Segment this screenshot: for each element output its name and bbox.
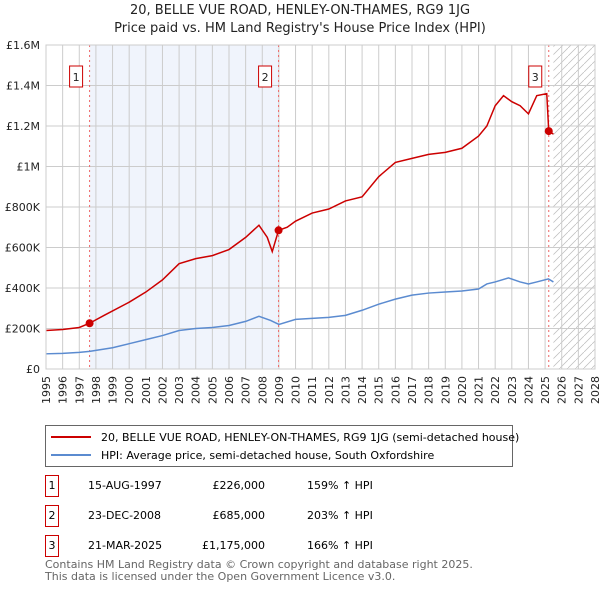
- sale-label: 2: [262, 71, 269, 84]
- sale-price: £1,175,000: [202, 539, 265, 552]
- x-tick-label: 2014: [356, 376, 369, 404]
- x-tick-label: 2027: [572, 376, 585, 404]
- x-tick-label: 2000: [123, 376, 136, 404]
- y-tick-label: £1.6M: [6, 39, 40, 52]
- x-tick-label: 2026: [556, 376, 569, 404]
- sale-label: 1: [73, 71, 80, 84]
- legend-label: 20, BELLE VUE ROAD, HENLEY-ON-THAMES, RG…: [101, 430, 520, 444]
- x-tick-label: 2024: [522, 376, 535, 404]
- sale-hpi: 203% ↑ HPI: [307, 509, 373, 522]
- sale-point[interactable]: [274, 226, 283, 235]
- sale-point[interactable]: [85, 319, 94, 328]
- sale-price: £685,000: [212, 509, 266, 522]
- x-tick-label: 2001: [140, 376, 153, 404]
- y-tick-label: £1M: [17, 161, 41, 174]
- x-tick-label: 2018: [423, 376, 436, 404]
- sale-marker: 2: [45, 505, 59, 527]
- chart-title: 20, BELLE VUE ROAD, HENLEY-ON-THAMES, RG…: [129, 3, 471, 18]
- sale-row: 2 23-DEC-2008 £685,000 203% ↑ HPI: [45, 505, 445, 527]
- sale-hpi: 166% ↑ HPI: [307, 539, 373, 552]
- y-tick-label: £1.4M: [6, 80, 40, 93]
- x-tick-label: 2007: [240, 376, 253, 404]
- sale-label-box: [258, 65, 273, 88]
- sale-row: 1 15-AUG-1997 £226,000 159% ↑ HPI: [45, 475, 445, 497]
- y-tick-label: £800K: [5, 201, 41, 214]
- x-tick-label: 2017: [406, 376, 419, 404]
- sale-marker: 1: [45, 475, 59, 497]
- x-tick-label: 2016: [389, 376, 402, 404]
- x-tick-label: 2011: [306, 376, 319, 404]
- sale-price: £226,000: [212, 479, 266, 492]
- x-tick-label: 2025: [539, 376, 552, 404]
- footer-line: Contains HM Land Registry data © Crown c…: [45, 558, 473, 571]
- x-tick-label: 2003: [173, 376, 186, 404]
- y-tick-label: £200K: [5, 323, 41, 336]
- property-price-line: [45, 92, 554, 332]
- x-tick-label: 1998: [90, 376, 103, 404]
- x-tick-label: 2013: [339, 376, 352, 404]
- x-tick-label: 2028: [589, 376, 600, 404]
- legend: 20, BELLE VUE ROAD, HENLEY-ON-THAMES, RG…: [45, 425, 519, 467]
- footer-line: This data is licensed under the Open Gov…: [45, 570, 396, 583]
- x-tick-label: 2020: [456, 376, 469, 404]
- plot-area: [45, 44, 596, 370]
- footer: Contains HM Land Registry data © Crown c…: [45, 559, 473, 583]
- x-tick-label: 2008: [256, 376, 269, 404]
- x-tick-label: 2004: [190, 376, 203, 404]
- y-tick-label: £0: [26, 363, 40, 376]
- legend-label: HPI: Average price, semi-detached house,…: [101, 448, 435, 462]
- x-tick-label: 2002: [156, 376, 169, 404]
- hpi-line: [45, 277, 554, 355]
- x-tick-label: 2005: [206, 376, 219, 404]
- sale-marker: 3: [45, 535, 59, 557]
- sale-label-box: [528, 65, 543, 88]
- legend-swatch-blue: [51, 454, 91, 456]
- sale-date: 21-MAR-2025: [88, 539, 163, 552]
- x-tick-label: 2015: [373, 376, 386, 404]
- y-tick-label: £1.2M: [6, 120, 40, 133]
- sale-label: 3: [532, 71, 539, 84]
- x-tick-label: 1995: [40, 376, 53, 404]
- x-tick-label: 2006: [223, 376, 236, 404]
- price-chart: 1995 1996 1997 1998 1999 2000 2001 2002 2003 2004…: [5, 39, 600, 404]
- x-tick-label: 2022: [489, 376, 502, 404]
- sale-point[interactable]: [544, 127, 553, 136]
- sale-row: 3 21-MAR-2025 £1,175,000 166% ↑ HPI: [45, 535, 445, 557]
- x-tick-label: 2010: [290, 376, 303, 404]
- x-tick-label: 2021: [473, 376, 486, 404]
- x-tick-label: 1997: [73, 376, 86, 404]
- legend-item-property: 20, BELLE VUE ROAD, HENLEY-ON-THAMES, RG…: [46, 428, 519, 446]
- legend-item-hpi: HPI: Average price, semi-detached house,…: [46, 446, 434, 464]
- x-tick-label: 1999: [107, 376, 120, 404]
- chart-subtitle: Price paid vs. HM Land Registry's House …: [114, 21, 486, 36]
- y-tick-label: £600K: [5, 242, 41, 255]
- x-tick-label: 1996: [57, 376, 70, 404]
- legend-swatch-red: [51, 436, 91, 438]
- x-tick-label: 2023: [506, 376, 519, 404]
- sale-label-box: [69, 65, 84, 88]
- sale-date: 15-AUG-1997: [88, 479, 162, 492]
- sale-date: 23-DEC-2008: [88, 509, 162, 522]
- x-tick-label: 2009: [273, 376, 286, 404]
- x-tick-label: 2019: [439, 376, 452, 404]
- y-tick-label: £400K: [5, 282, 41, 295]
- x-tick-label: 2012: [323, 376, 336, 404]
- sale-hpi: 159% ↑ HPI: [307, 479, 373, 492]
